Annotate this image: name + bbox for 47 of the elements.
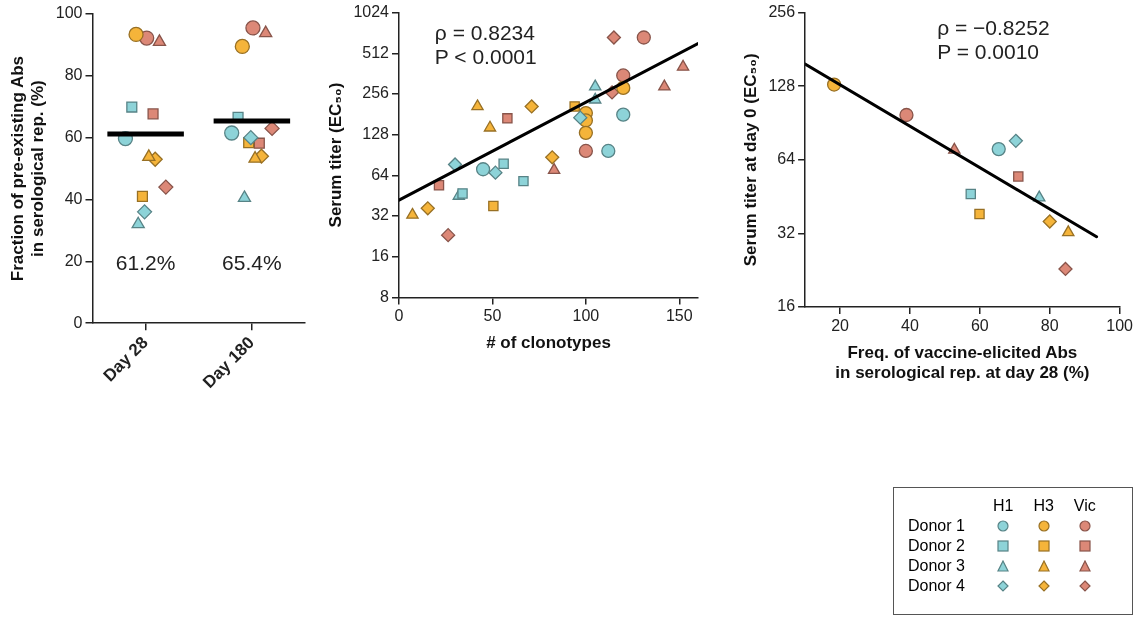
x-axis-title: Freq. of vaccine-elicited Abs in serological rep. at day 28 (%)	[835, 343, 1090, 383]
annotation: P = 0.0010	[937, 39, 1040, 63]
y-tick-label: 256	[362, 84, 390, 102]
y-axis-title: Serum titer at day 0 (EC₅₀)	[740, 53, 760, 267]
x-tick-label: Day 28	[99, 333, 152, 386]
category-label: Vic	[1072, 496, 1097, 516]
category-label: Donor 3	[908, 557, 965, 574]
x-tick-label: 100	[1106, 317, 1134, 335]
annotation: ρ = −0.8252	[937, 15, 1050, 39]
y-axis-title: Fraction of pre-existing Abs in serological rep. (%)	[7, 56, 48, 282]
y-tick-label: 40	[64, 189, 83, 207]
x-tick-label: 100	[572, 307, 600, 325]
category-label: Donor 4	[908, 577, 965, 594]
x-tick-label: 50	[483, 307, 502, 325]
category-label: Donor 1	[908, 517, 965, 534]
y-tick-label: 64	[371, 165, 390, 183]
y-tick-label: 128	[362, 125, 390, 143]
y-tick-label: 8	[380, 287, 390, 305]
y-tick-label: 16	[371, 247, 390, 265]
x-tick-label: 40	[901, 317, 919, 335]
y-tick-label: 100	[55, 4, 83, 22]
y-tick-label: 1024	[353, 3, 390, 21]
y-tick-label: 32	[777, 223, 796, 241]
y-tick-label: 20	[64, 251, 83, 269]
category-label: H3	[1032, 496, 1055, 516]
y-tick-label: 128	[768, 76, 796, 94]
x-tick-label: 150	[665, 307, 693, 325]
y-tick-label: 256	[768, 3, 796, 21]
x-tick-label: 0	[394, 307, 404, 325]
annotation: ρ = 0.8234	[434, 21, 536, 45]
x-tick-label: 80	[1040, 317, 1059, 335]
y-tick-label: 80	[64, 66, 83, 84]
category-label: Donor 2	[908, 537, 965, 554]
x-tick-label: 20	[831, 317, 850, 335]
y-tick-label: 60	[64, 128, 83, 146]
x-axis-title: # of clonotypes	[486, 333, 611, 353]
y-tick-label: 16	[777, 297, 796, 315]
annotation: 61.2%	[115, 250, 176, 274]
annotation: 65.4%	[222, 250, 282, 274]
x-tick-label: 60	[970, 317, 989, 335]
category-label: H1	[991, 496, 1015, 516]
y-tick-label: 32	[371, 206, 390, 224]
y-tick-label: 512	[362, 43, 390, 61]
y-tick-label: 64	[777, 150, 796, 168]
y-axis-title: Serum titer (EC₅₀)	[325, 82, 345, 228]
x-tick-label: Day 180	[199, 333, 259, 392]
annotation: P < 0.0001	[434, 45, 537, 69]
